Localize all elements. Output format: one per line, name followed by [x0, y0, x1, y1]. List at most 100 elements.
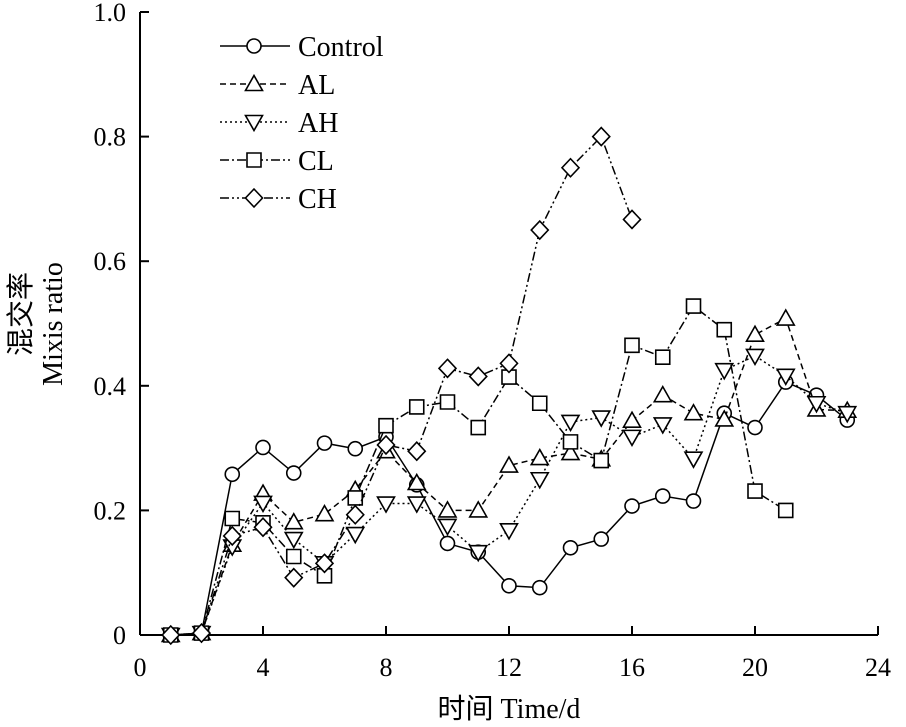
legend-marker-ch — [244, 187, 264, 209]
point-ch-8 — [407, 441, 427, 462]
point-ch-2 — [222, 525, 242, 547]
point-ah-21 — [806, 395, 827, 414]
x-ticks: 0 4 8 12 16 20 24 — [134, 626, 891, 682]
series-cl — [162, 298, 794, 643]
y-axis-title-cn: 混交率 — [5, 272, 37, 356]
point-ch-5 — [314, 553, 335, 574]
point-cl-6 — [347, 490, 364, 506]
point-control-6 — [347, 440, 364, 457]
point-ah-3 — [253, 495, 273, 514]
point-ch-11 — [499, 353, 519, 374]
point-cl-20 — [777, 502, 794, 519]
point-ah-13 — [560, 414, 581, 433]
legend-label-ah: AH — [298, 108, 338, 139]
point-control-9 — [439, 535, 456, 552]
point-control-5 — [316, 435, 333, 451]
point-ah-11 — [499, 523, 519, 541]
point-control-17 — [685, 493, 702, 509]
point-al-15 — [622, 410, 642, 428]
point-control-14 — [593, 531, 610, 547]
point-control-2 — [224, 466, 241, 483]
point-ah-16 — [652, 417, 673, 435]
legend-label-ch: CH — [298, 184, 337, 215]
legend-item-al: AL — [220, 70, 335, 101]
legend-marker-control — [246, 38, 262, 54]
x-tick-label-20: 20 — [742, 653, 768, 682]
point-control-13 — [562, 539, 579, 556]
point-cl-4 — [285, 548, 302, 565]
point-ah-17 — [683, 451, 704, 469]
point-ah-14 — [591, 410, 612, 428]
point-ch-15 — [622, 209, 642, 230]
x-tick-label-16: 16 — [619, 653, 645, 682]
x-tick-label-8: 8 — [380, 653, 393, 682]
point-control-12 — [531, 579, 548, 596]
point-cl-7 — [378, 417, 394, 434]
legend-item-ah: AH — [220, 108, 338, 139]
point-control-15 — [624, 498, 640, 514]
point-cl-15 — [624, 337, 640, 354]
point-al-18 — [714, 409, 735, 427]
point-al-9 — [437, 500, 458, 518]
y-tick-label-0: 0 — [113, 621, 126, 650]
legend-marker-ah — [244, 114, 264, 133]
series-control — [162, 374, 856, 643]
point-cl-2 — [224, 510, 241, 527]
point-ah-18 — [714, 362, 735, 381]
point-ch-4 — [284, 567, 304, 588]
point-al-10 — [468, 500, 489, 518]
series-line-control — [170, 381, 848, 636]
series-line-ch — [170, 135, 633, 636]
y-tick-label-1: 1.0 — [94, 0, 127, 27]
point-al-17 — [683, 403, 704, 421]
legend-label-al: AL — [298, 70, 335, 101]
point-ah-4 — [283, 531, 304, 550]
point-ah-10 — [468, 544, 489, 563]
series-line-cl — [170, 304, 787, 636]
x-tick-label-24: 24 — [865, 653, 891, 682]
y-tick-label-0.2: 0.2 — [94, 496, 127, 525]
legend-marker-cl — [246, 152, 262, 168]
point-cl-13 — [562, 434, 579, 450]
axes: 0 4 8 12 16 20 24 0 0.2 0.4 0.6 0.8 1.0 — [94, 0, 892, 682]
y-tick-label-0.8: 0.8 — [94, 123, 127, 152]
point-control-19 — [747, 419, 763, 436]
y-tick-label-0.6: 0.6 — [94, 247, 127, 276]
y-tick-label-0.4: 0.4 — [94, 372, 127, 401]
point-al-20 — [775, 308, 796, 326]
legend-item-control: Control — [220, 32, 384, 63]
x-axis-title: 时间 Time/d — [438, 693, 581, 725]
point-ch-10 — [468, 366, 488, 387]
point-ch-0 — [161, 624, 181, 646]
point-ah-19 — [745, 348, 765, 367]
point-ah-22 — [837, 405, 858, 424]
point-ah-12 — [529, 471, 550, 490]
legend-item-cl: CL — [220, 146, 334, 177]
legend-marker-al — [244, 73, 264, 92]
point-cl-19 — [747, 483, 763, 499]
point-ch-13 — [560, 157, 581, 178]
point-control-4 — [285, 465, 302, 481]
y-axis-title-en: Mixis ratio — [38, 262, 69, 386]
point-ah-15 — [622, 429, 642, 448]
point-ah-7 — [376, 496, 396, 514]
point-ch-7 — [376, 434, 396, 456]
point-control-16 — [654, 488, 671, 504]
point-ah-9 — [437, 518, 458, 537]
point-al-11 — [499, 455, 519, 473]
point-cl-12 — [531, 395, 548, 412]
point-ch-14 — [591, 126, 611, 147]
point-cl-9 — [439, 394, 456, 410]
point-cl-8 — [408, 399, 425, 415]
point-ah-8 — [406, 496, 427, 514]
point-ah-6 — [345, 526, 366, 545]
point-cl-14 — [593, 452, 610, 469]
point-ch-6 — [345, 504, 365, 525]
point-al-13 — [560, 442, 581, 461]
point-ch-1 — [191, 622, 212, 644]
point-ah-20 — [775, 368, 796, 386]
point-ch-9 — [437, 358, 458, 379]
point-al-5 — [314, 504, 335, 522]
point-al-19 — [745, 324, 765, 343]
